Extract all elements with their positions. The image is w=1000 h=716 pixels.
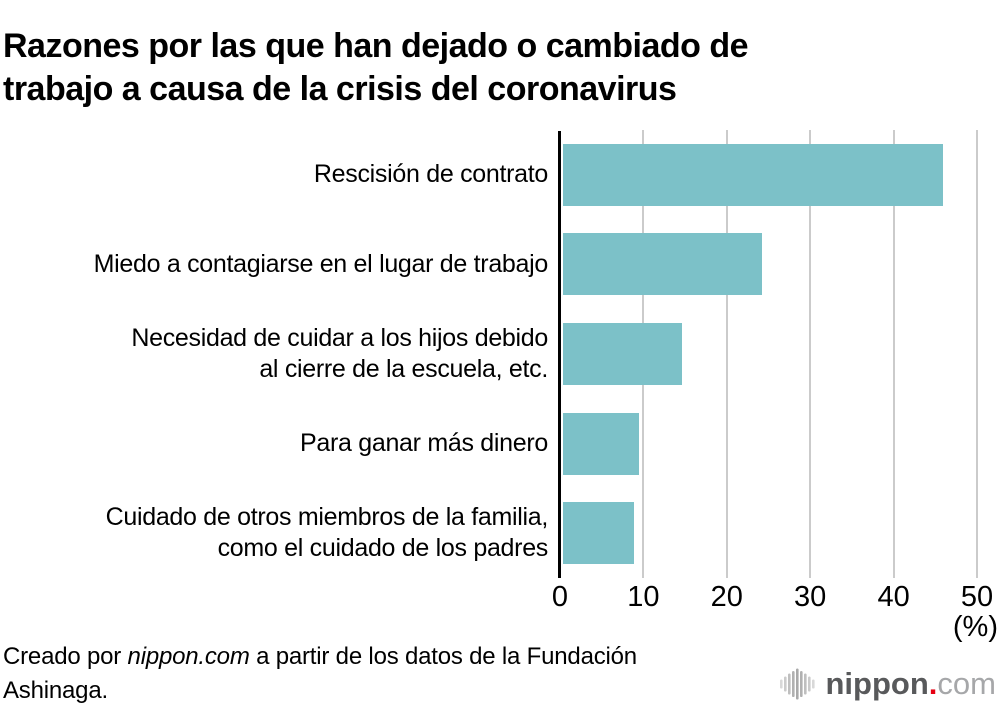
bar-track: [563, 322, 977, 385]
source-note-brand: nippon.com: [127, 643, 250, 670]
bar-track: [563, 143, 977, 206]
chart-title-line2: trabajo a causa de la crisis del coronav…: [3, 69, 677, 108]
soundwave-icon: [779, 668, 815, 700]
x-axis-unit-label: (%): [952, 611, 998, 643]
chart-row: Para ganar más dinero: [0, 399, 977, 489]
nippon-logo-text: nippon.com: [826, 666, 997, 702]
bar-track: [563, 412, 977, 475]
y-axis-line: [558, 131, 561, 578]
bar: [563, 502, 634, 565]
source-note-line2: Ashinaga.: [3, 677, 108, 704]
x-tick-label: 40: [877, 581, 910, 613]
bar-rows: Rescisión de contrato Miedo a contagiarse…: [0, 130, 977, 578]
bar-track: [563, 233, 977, 296]
x-tick-label: 0: [551, 581, 569, 613]
category-label: Rescisión de contrato: [313, 160, 548, 189]
logo-tld: com: [937, 666, 996, 701]
category-label: Miedo a contagiarse en el lugar de traba…: [93, 249, 549, 278]
gridline: [892, 130, 895, 578]
chart-row: Cuidado de otros miembros de la familia,…: [0, 488, 977, 578]
gridline: [809, 130, 812, 578]
category-label: Para ganar más dinero: [299, 429, 548, 458]
gridline: [725, 130, 728, 578]
x-tick-label: 10: [627, 581, 660, 613]
chart-title: Razones por las que han dejado o cambiad…: [3, 25, 749, 111]
category-label: Cuidado de otros miembros de la familia,…: [105, 503, 549, 563]
source-note-middle: a partir de los datos de la Fundación: [249, 643, 637, 670]
bar: [563, 322, 683, 385]
logo-dot: .: [928, 666, 938, 701]
chart-row: Miedo a contagiarse en el lugar de traba…: [0, 220, 977, 310]
chart-row: Rescisión de contrato: [0, 130, 977, 220]
logo-name: nippon: [825, 666, 929, 701]
chart-title-line1: Razones por las que han dejado o cambiad…: [3, 26, 749, 65]
x-tick-label: 30: [794, 581, 827, 613]
category-label: Necesidad de cuidar a los hijos debido al…: [131, 323, 548, 383]
x-tick-label: 20: [710, 581, 743, 613]
bar: [563, 412, 639, 475]
nippon-logo: nippon.com: [779, 666, 997, 702]
chart-row: Necesidad de cuidar a los hijos debido al…: [0, 309, 977, 399]
x-tick-label: 50: [960, 581, 994, 613]
bar-track: [563, 502, 977, 565]
gridline: [976, 130, 978, 578]
source-note-prefix: Creado por: [3, 643, 128, 670]
bar: [563, 233, 763, 296]
bar: [563, 143, 944, 206]
source-note: Creado por nippon.com a partir de los da…: [3, 640, 637, 708]
